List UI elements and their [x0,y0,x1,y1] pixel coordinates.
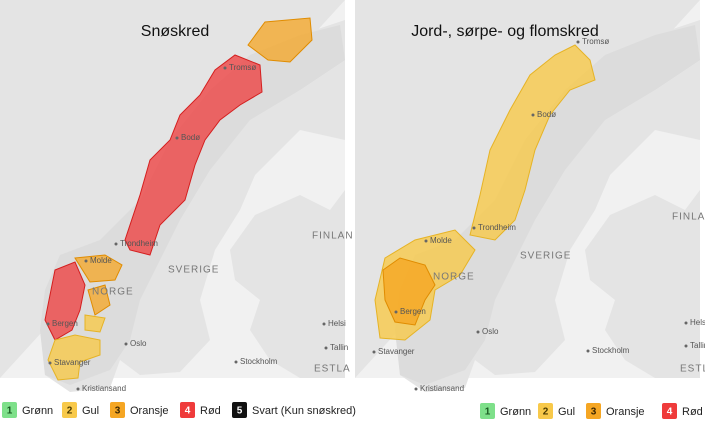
legend-number: 2 [67,406,73,417]
city-dot [576,40,580,44]
legend-swatch [110,402,125,418]
legend-number: 4 [185,406,191,417]
city-dot [531,113,535,117]
city-label: Kristiansand [420,384,464,393]
city-label: Molde [430,236,452,245]
legend-swatch [62,402,77,418]
city-label: Bergen [400,307,426,316]
city-dot [114,242,118,246]
legend-swatch [538,403,553,419]
legend-label: Grønn [500,406,531,418]
city-label: Trondheim [120,239,158,248]
legend-label: Svart (Kun snøskred) [252,405,356,417]
city-dot [124,342,128,346]
legends: 1 Grønn 2 Gul 3 Oransje 4 Rød 5 Svart (Kun snøskr… [2,402,703,419]
city-dot [76,387,80,391]
city-dot [394,310,398,314]
city-label: Tallin [330,343,348,352]
zone-red-south [44,261,86,341]
city-dot [324,346,328,350]
city-dot [424,239,428,243]
city-label: Kristiansand [82,384,126,393]
zone-yellow-south [47,314,106,381]
city-label: Trondheim [478,223,516,232]
country-label: FINLA [672,212,705,223]
country-label: FINLAN [312,231,354,242]
city-label: Bodø [537,110,556,119]
legend-number: 1 [7,406,13,417]
city-label: Stockholm [592,346,630,355]
city-dot [476,330,480,334]
legend-number: 3 [591,407,597,418]
city-dot [46,322,50,326]
city-label: Helsi [328,319,346,328]
legend-swatch [2,402,17,418]
city-label: Bodø [181,133,200,142]
legend-number: 2 [543,407,549,418]
legend-label: Rød [682,406,703,418]
legend-swatch [586,403,601,419]
legend-label: Rød [200,405,221,417]
country-label: SVERIGE [168,265,219,276]
city-dot [234,360,238,364]
city-label: Stavanger [378,347,415,356]
legend-label: Grønn [22,405,53,417]
city-label: Molde [90,256,112,265]
legend-swatch [480,403,495,419]
city-dot [586,349,590,353]
city-label: Tallin [690,341,705,350]
legend-label: Oransje [130,405,169,417]
legend-swatch [232,402,247,418]
zone-yellow [469,44,596,241]
city-label: Bergen [52,319,78,328]
map-title: Jord-, sørpe- og flomskred [411,23,599,40]
city-label: Tromsø [582,37,609,46]
zone-orange [382,257,436,326]
map-snoskred: Snøskred [0,0,345,392]
legend-label: Gul [82,405,99,417]
legend-label: Oransje [606,406,645,418]
city-label: Oslo [482,327,499,336]
city-label: Helsi [690,318,705,327]
city-dot [414,387,418,391]
map-jordskred: Jord-, sørpe- og flomskred [355,0,700,392]
city-label: Stavanger [54,358,91,367]
zone-orange [247,17,313,63]
city-label: Tromsø [229,63,256,72]
city-dot [223,66,227,70]
legend-number: 1 [485,407,491,418]
city-label: Oslo [130,339,147,348]
city-dot [48,361,52,365]
city-dot [684,344,688,348]
map-title: Snøskred [141,23,209,40]
country-label: NORGE [92,287,134,298]
legend-swatch [180,402,195,418]
legend-label: Gul [558,406,575,418]
city-dot [175,136,179,140]
country-label: SVERIGE [520,251,571,262]
country-label: ESTLA [680,364,705,375]
legend-swatch [662,403,677,419]
legend-number: 5 [237,406,243,417]
city-dot [322,322,326,326]
labels: Tromsø Bodø Trondheim Molde NORGE Bergen Oslo S… [46,37,705,393]
city-dot [684,321,688,325]
city-dot [472,226,476,230]
legend-number: 4 [667,407,673,418]
legend-number: 3 [115,406,121,417]
city-dot [84,259,88,263]
zone-orange-south [74,254,123,316]
city-label: Stockholm [240,357,278,366]
city-dot [372,350,376,354]
zone-red [124,54,263,256]
country-label: ESTLA [314,364,351,375]
country-label: NORGE [433,272,475,283]
